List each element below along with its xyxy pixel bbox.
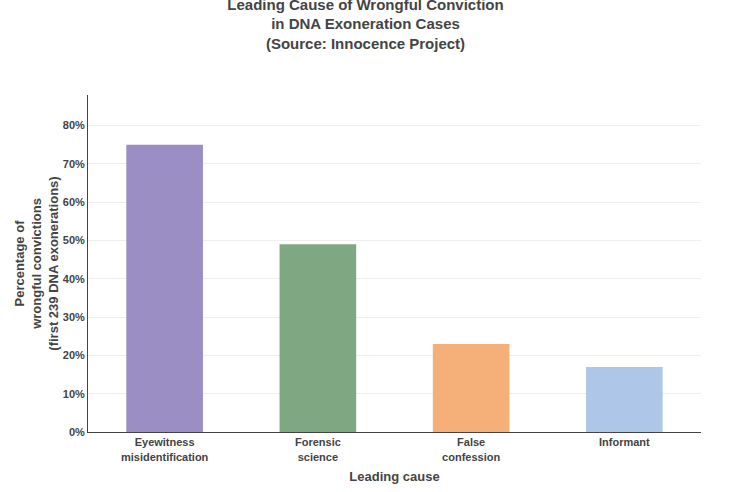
svg-text:70%: 70% bbox=[63, 158, 85, 170]
svg-text:Percentage ofwrongful convicti: Percentage ofwrongful convictions(first … bbox=[12, 176, 61, 350]
svg-text:80%: 80% bbox=[63, 119, 85, 131]
svg-text:Eyewitnessmisidentification: Eyewitnessmisidentification bbox=[121, 436, 209, 462]
svg-text:20%: 20% bbox=[63, 349, 85, 361]
svg-text:Informant: Informant bbox=[599, 436, 650, 448]
svg-text:Leading cause: Leading cause bbox=[349, 469, 439, 484]
svg-text:50%: 50% bbox=[63, 234, 85, 246]
svg-text:10%: 10% bbox=[63, 388, 85, 400]
svg-text:Falseconfession: Falseconfession bbox=[442, 436, 500, 462]
svg-text:Leading Cause of Wrongful Conv: Leading Cause of Wrongful Convictionin D… bbox=[227, 0, 503, 52]
svg-text:Forensicscience: Forensicscience bbox=[295, 436, 341, 462]
svg-text:0%: 0% bbox=[69, 426, 85, 438]
svg-text:40%: 40% bbox=[63, 273, 85, 285]
svg-text:60%: 60% bbox=[63, 196, 85, 208]
svg-text:30%: 30% bbox=[63, 311, 85, 323]
